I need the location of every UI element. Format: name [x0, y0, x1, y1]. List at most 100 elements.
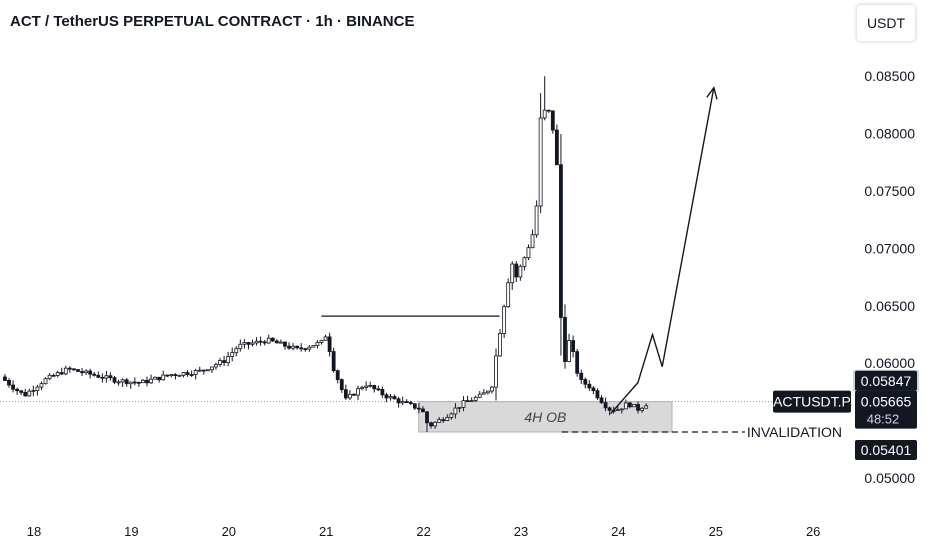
candle	[429, 421, 433, 429]
candle	[449, 412, 454, 420]
candle-body	[39, 383, 44, 388]
candle	[283, 341, 287, 350]
candle	[404, 399, 409, 403]
candle-body	[193, 370, 198, 375]
candle	[23, 388, 28, 397]
candle	[47, 372, 52, 380]
candle	[149, 374, 153, 384]
candle-body	[145, 379, 149, 384]
candle-body	[453, 407, 458, 415]
candle-body	[469, 400, 474, 402]
candle-body	[3, 376, 7, 381]
candle-body	[132, 381, 137, 384]
candle-body	[153, 376, 158, 380]
candle-body	[161, 374, 166, 381]
candle	[465, 395, 470, 402]
candle	[644, 403, 649, 409]
candle	[473, 395, 478, 403]
y-tick-label: 0.06000	[864, 355, 915, 371]
candle-body	[238, 343, 243, 350]
candle-body	[315, 342, 320, 347]
candle-body	[498, 333, 502, 357]
candle-body	[518, 265, 523, 278]
y-tick-label: 0.05000	[864, 470, 915, 486]
candle-body	[510, 263, 515, 284]
candle-body	[295, 345, 300, 349]
candle-body	[477, 393, 482, 398]
candle	[274, 339, 279, 344]
candle-body	[283, 341, 287, 347]
candle	[335, 369, 340, 384]
candle-body	[352, 393, 356, 396]
candle-body	[526, 247, 531, 259]
candle	[234, 346, 239, 357]
candle-body	[623, 402, 628, 410]
candle-body	[473, 396, 478, 401]
candle	[197, 366, 202, 372]
candle	[169, 374, 174, 378]
candle	[437, 417, 442, 423]
candle-body	[360, 387, 364, 390]
chart-title: ACT / TetherUS PERPETUAL CONTRACT · 1h ·…	[10, 13, 415, 30]
current-price-tag-bg	[855, 390, 917, 429]
candle	[181, 372, 186, 378]
candle	[51, 373, 56, 377]
candle-body	[181, 372, 186, 376]
candle-body	[563, 317, 567, 362]
candle	[461, 396, 466, 412]
y-tick-label: 0.08500	[864, 68, 915, 84]
candle	[67, 366, 72, 373]
candle-body	[429, 422, 433, 427]
candle	[287, 342, 291, 350]
candle-body	[299, 347, 304, 350]
y-tick-label: 0.06500	[864, 298, 915, 314]
candle-body	[441, 419, 446, 422]
candle	[262, 339, 267, 346]
annotation-lines: INVALIDATION	[321, 86, 842, 440]
candle-body	[185, 372, 190, 375]
candle	[575, 348, 580, 377]
x-tick-label: 25	[709, 524, 723, 539]
candle-body	[425, 411, 429, 424]
candle	[319, 339, 324, 345]
candle-body	[502, 306, 507, 334]
candle	[457, 406, 462, 413]
candle-body	[331, 351, 336, 372]
candle-body	[230, 352, 235, 357]
candle-body	[437, 419, 442, 423]
candle	[412, 403, 417, 410]
candle	[587, 380, 592, 391]
candle-body	[595, 390, 600, 399]
candle	[295, 345, 300, 350]
candle-body	[177, 374, 182, 377]
candle	[112, 376, 117, 385]
currency-button[interactable]: USDT	[857, 5, 915, 41]
candle	[55, 370, 60, 378]
candle-body	[88, 370, 93, 375]
candle-body	[348, 393, 352, 399]
y-tick-label: 0.07500	[864, 183, 915, 199]
candle-body	[55, 372, 60, 376]
candle-body	[522, 257, 527, 267]
candle-body	[619, 408, 624, 411]
candle	[100, 373, 105, 383]
candle-body	[335, 370, 340, 380]
candle	[299, 343, 304, 352]
candle	[538, 93, 543, 214]
candle-body	[173, 374, 178, 377]
candle-body	[575, 351, 580, 374]
candle	[141, 378, 145, 384]
candle	[396, 396, 401, 408]
candle	[563, 304, 567, 369]
candle	[554, 124, 559, 166]
candle	[258, 336, 263, 346]
candle	[550, 110, 555, 134]
candle-body	[222, 360, 226, 363]
candle	[19, 390, 24, 396]
candle-body	[210, 366, 214, 371]
candle-body	[567, 340, 571, 362]
candle	[315, 340, 320, 349]
candle-body	[323, 336, 328, 341]
candle	[376, 385, 381, 392]
